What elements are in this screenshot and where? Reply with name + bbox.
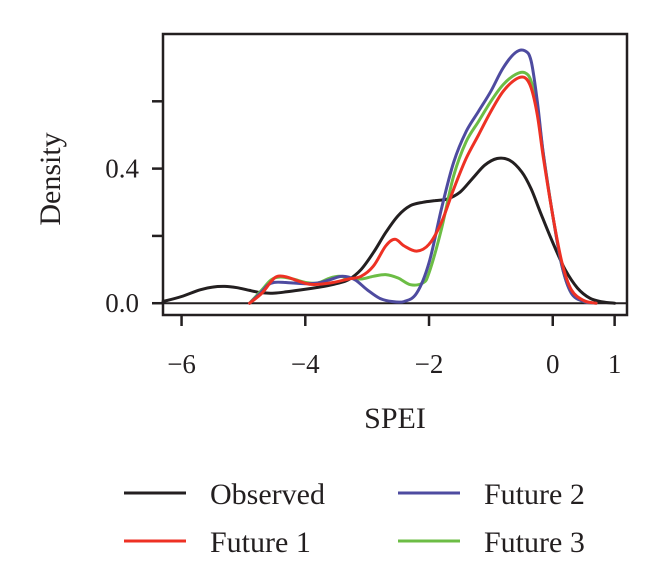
legend-label-observed: Observed — [210, 478, 325, 511]
series-line-future-3 — [248, 70, 598, 305]
legend-label-future-2: Future 2 — [484, 478, 585, 511]
legend-label-future-3: Future 3 — [484, 526, 585, 559]
series-line-future-2 — [248, 48, 598, 305]
plot-frame — [161, 32, 629, 317]
x-tick-label: −4 — [291, 349, 320, 379]
y-tick-label: 0.4 — [105, 154, 139, 184]
y-axis-title: Density — [34, 132, 67, 225]
x-tick-label: 1 — [608, 349, 622, 379]
y-tick-label: 0.0 — [105, 288, 139, 318]
x-tick-label: −2 — [415, 349, 444, 379]
legend-label-future-1: Future 1 — [210, 526, 311, 559]
x-axis-title: SPEI — [364, 402, 426, 435]
series-line-observed — [161, 156, 617, 305]
x-tick-label: −6 — [167, 349, 196, 379]
series-line-future-1 — [248, 75, 598, 305]
x-tick-label: 0 — [546, 349, 560, 379]
